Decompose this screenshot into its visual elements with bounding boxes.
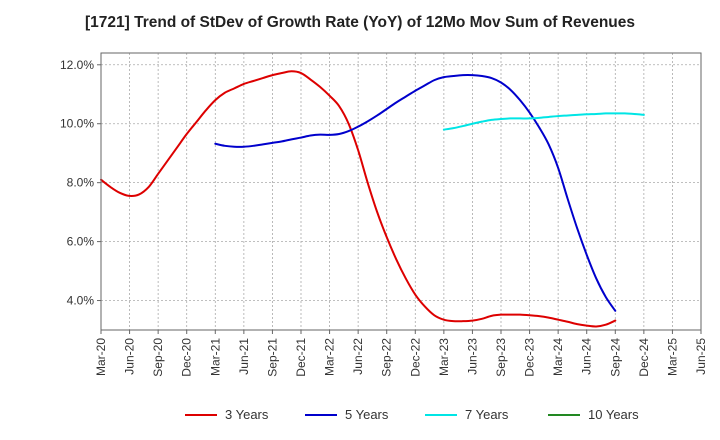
legend-label: 3 Years	[225, 407, 269, 422]
chart-title: [1721] Trend of StDev of Growth Rate (Yo…	[84, 14, 636, 31]
y-tick-label: 12.0%	[60, 58, 94, 72]
x-tick-label: Sep-22	[380, 338, 394, 377]
series-line-3-years	[100, 70, 617, 328]
x-axis-ticks: Mar-20 Jun-20 Sep-20 Dec-20 Mar-21 Jun-21 Sep-…	[94, 330, 708, 377]
x-tick-label: Mar-22	[323, 338, 337, 376]
legend-label: 10 Years	[588, 407, 639, 422]
x-tick-label: Mar-23	[437, 338, 451, 376]
x-tick-label: Dec-23	[523, 338, 537, 377]
x-tick-label: Sep-21	[265, 338, 279, 377]
x-tick-label: Dec-20	[180, 338, 194, 377]
grid-lines	[101, 53, 701, 330]
x-tick-label: Mar-25	[665, 338, 679, 376]
x-tick-label: Sep-20	[151, 338, 165, 377]
x-tick-label: Dec-24	[637, 338, 651, 377]
series-line-7-years	[442, 112, 645, 131]
x-tick-label: Jun-20	[123, 338, 137, 375]
y-tick-label: 6.0%	[67, 235, 95, 249]
plot-border	[100, 52, 702, 331]
legend: 3 Years 5 Years 7 Years 10 Years	[185, 407, 639, 422]
x-tick-label: Jun-21	[237, 338, 251, 375]
y-tick-label: 8.0%	[67, 176, 95, 190]
y-tick-label: 10.0%	[60, 117, 94, 131]
plot-area	[101, 53, 701, 330]
x-tick-label: Jun-22	[351, 338, 365, 375]
x-tick-label: Dec-21	[294, 338, 308, 377]
series-lines	[100, 70, 645, 328]
x-tick-label: Jun-24	[580, 338, 594, 375]
x-tick-label: Jun-23	[465, 338, 479, 375]
y-axis-ticks: 4.0% 6.0% 8.0% 10.0% 12.0%	[60, 58, 101, 308]
x-tick-label: Jun-25	[694, 338, 708, 375]
x-tick-label: Sep-24	[608, 338, 622, 377]
series-line-5-years	[214, 73, 617, 312]
x-tick-label: Mar-24	[551, 338, 565, 376]
y-tick-label: 4.0%	[67, 294, 95, 308]
x-tick-label: Dec-22	[408, 338, 422, 377]
x-tick-label: Mar-20	[94, 338, 108, 376]
x-tick-label: Mar-21	[208, 338, 222, 376]
x-tick-label: Sep-23	[494, 338, 508, 377]
legend-label: 7 Years	[465, 407, 509, 422]
legend-label: 5 Years	[345, 407, 389, 422]
